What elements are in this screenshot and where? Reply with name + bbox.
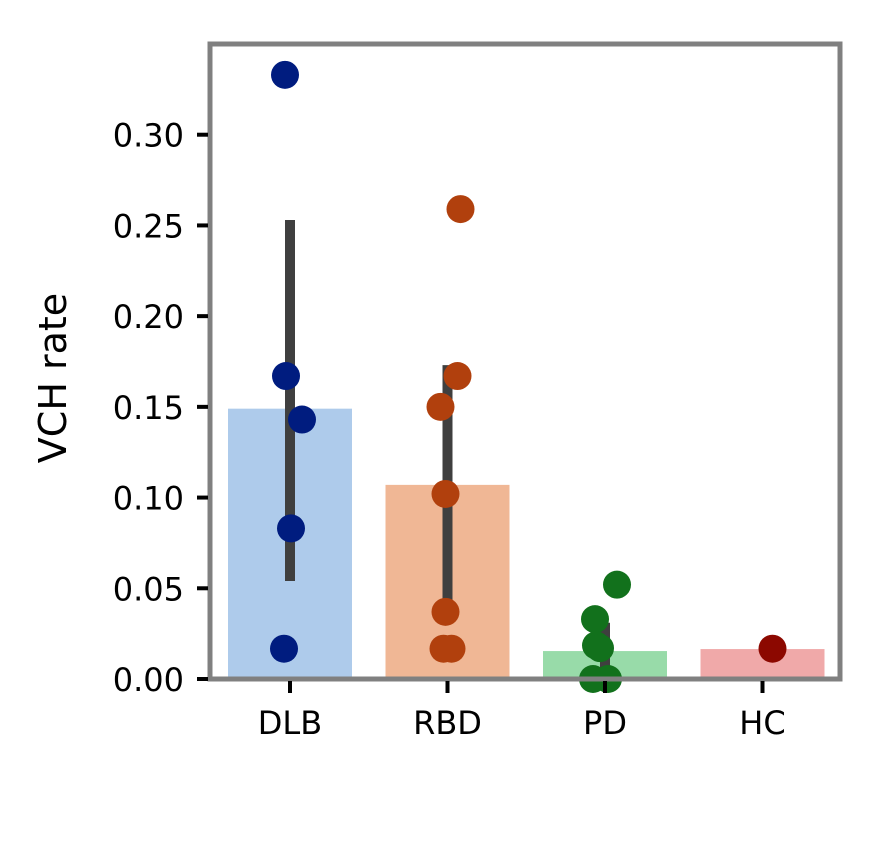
x-tick-label: HC (739, 704, 785, 742)
data-point-dlb (288, 405, 316, 434)
data-point-rbd (437, 634, 466, 663)
y-tick-label: 0.05 (113, 570, 184, 608)
x-tick-label: RBD (413, 704, 482, 742)
data-point-pd (603, 570, 631, 599)
data-point-dlb (272, 362, 300, 391)
data-point-dlb (270, 634, 298, 663)
data-point-pd (581, 605, 609, 634)
y-axis-label: VCH rate (31, 293, 75, 463)
data-point-rbd (443, 362, 472, 391)
y-tick-label: 0.25 (113, 207, 184, 245)
data-point-dlb (271, 60, 299, 89)
y-tick-label: 0.15 (113, 389, 184, 427)
y-tick-label: 0.20 (113, 298, 184, 336)
data-point-hc (758, 634, 787, 663)
data-point-dlb (277, 514, 305, 543)
plot-frame (207, 41, 843, 682)
data-point-rbd (431, 479, 460, 508)
y-tick-label: 0.10 (113, 480, 184, 518)
y-tick-label: 0.30 (113, 117, 184, 155)
data-point-rbd (426, 392, 455, 421)
x-tick-label: DLB (258, 704, 322, 742)
y-tick-label: 0.00 (113, 661, 184, 699)
data-point-pd (586, 634, 614, 663)
data-point-rbd (431, 597, 460, 626)
data-point-rbd (446, 195, 475, 224)
x-tick-label: PD (583, 704, 627, 742)
